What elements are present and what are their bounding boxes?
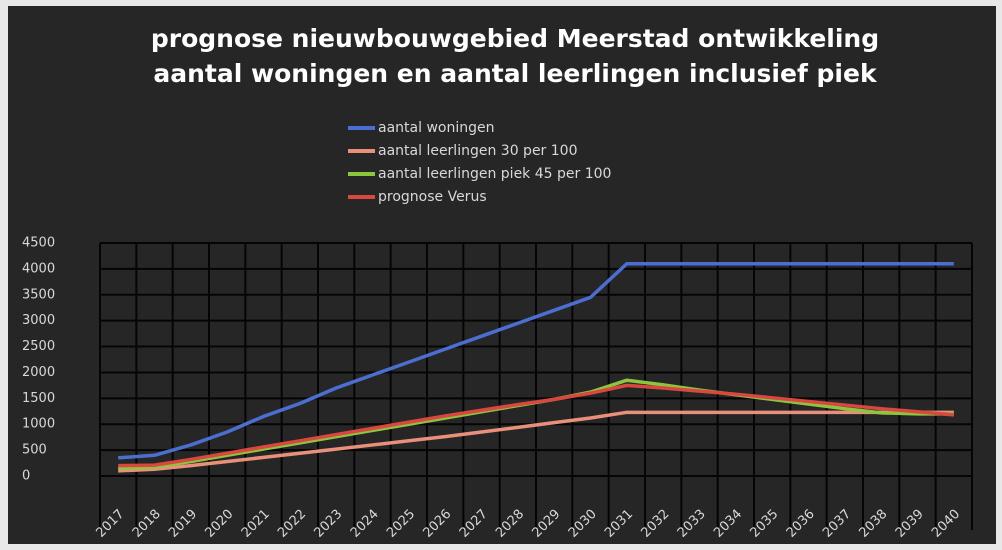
legend-label: aantal woningen <box>378 120 494 136</box>
legend-label: aantal leerlingen piek 45 per 100 <box>378 166 611 182</box>
y-tick-label: 3000 <box>22 313 55 328</box>
legend-label: prognose Verus <box>378 189 487 205</box>
y-tick-label: 1500 <box>22 391 55 406</box>
y-tick-label: 4500 <box>22 236 55 251</box>
y-tick-label: 0 <box>22 469 30 484</box>
legend: aantal woningen aantal leerlingen 30 per … <box>348 120 611 205</box>
series-line <box>118 261 954 460</box>
y-tick-label: 2500 <box>22 339 55 354</box>
y-tick-label: 3500 <box>22 287 55 302</box>
series-line <box>118 410 954 473</box>
legend-label: aantal leerlingen 30 per 100 <box>378 143 577 159</box>
y-tick-label: 2000 <box>22 365 55 380</box>
chart-title: prognose nieuwbouwgebied Meerstad ontwik… <box>151 24 879 53</box>
y-tick-label: 500 <box>22 443 47 458</box>
series-line <box>118 383 954 468</box>
y-tick-label: 1000 <box>22 417 55 432</box>
y-tick-label: 4000 <box>22 261 55 276</box>
chart-title: aantal woningen en aantal leerlingen inc… <box>153 59 878 88</box>
